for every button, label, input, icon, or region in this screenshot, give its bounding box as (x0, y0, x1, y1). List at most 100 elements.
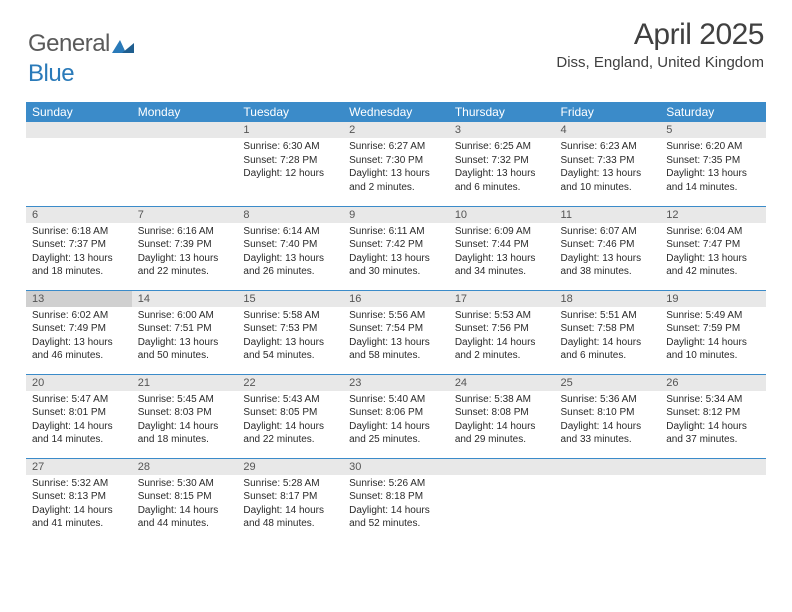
daylight-line: Daylight: 14 hours and 10 minutes. (666, 336, 760, 363)
sunrise-line: Sunrise: 6:11 AM (349, 225, 443, 239)
daylight-line: Daylight: 13 hours and 10 minutes. (561, 167, 655, 194)
day-number: 21 (132, 375, 238, 391)
sunrise-line: Sunrise: 5:38 AM (455, 393, 549, 407)
sunset-line: Sunset: 7:53 PM (243, 322, 337, 336)
daylight-line: Daylight: 14 hours and 33 minutes. (561, 420, 655, 447)
sunrise-line: Sunrise: 5:56 AM (349, 309, 443, 323)
daylight-line: Daylight: 13 hours and 26 minutes. (243, 252, 337, 279)
day-content: Sunrise: 5:53 AMSunset: 7:56 PMDaylight:… (449, 307, 555, 367)
day-header: Wednesday (343, 102, 449, 122)
calendar-cell: 11Sunrise: 6:07 AMSunset: 7:46 PMDayligh… (555, 206, 661, 290)
day-number: 6 (26, 207, 132, 223)
sunrise-line: Sunrise: 6:09 AM (455, 225, 549, 239)
day-number: 2 (343, 122, 449, 138)
calendar-cell (26, 122, 132, 206)
sunset-line: Sunset: 7:33 PM (561, 154, 655, 168)
daylight-line: Daylight: 14 hours and 52 minutes. (349, 504, 443, 531)
day-number: 27 (26, 459, 132, 475)
calendar-cell: 15Sunrise: 5:58 AMSunset: 7:53 PMDayligh… (237, 290, 343, 374)
sunrise-line: Sunrise: 6:16 AM (138, 225, 232, 239)
daylight-line: Daylight: 14 hours and 29 minutes. (455, 420, 549, 447)
day-number: 22 (237, 375, 343, 391)
day-header: Saturday (660, 102, 766, 122)
sunset-line: Sunset: 7:35 PM (666, 154, 760, 168)
day-number-empty (26, 122, 132, 138)
sunrise-line: Sunrise: 5:43 AM (243, 393, 337, 407)
day-content: Sunrise: 6:16 AMSunset: 7:39 PMDaylight:… (132, 223, 238, 283)
day-number: 17 (449, 291, 555, 307)
day-number: 14 (132, 291, 238, 307)
day-header: Thursday (449, 102, 555, 122)
sunrise-line: Sunrise: 5:26 AM (349, 477, 443, 491)
sunset-line: Sunset: 8:18 PM (349, 490, 443, 504)
sunset-line: Sunset: 7:59 PM (666, 322, 760, 336)
daylight-line: Daylight: 13 hours and 58 minutes. (349, 336, 443, 363)
calendar-week-row: 6Sunrise: 6:18 AMSunset: 7:37 PMDaylight… (26, 206, 766, 290)
day-content: Sunrise: 5:40 AMSunset: 8:06 PMDaylight:… (343, 391, 449, 451)
calendar-cell: 14Sunrise: 6:00 AMSunset: 7:51 PMDayligh… (132, 290, 238, 374)
day-number: 15 (237, 291, 343, 307)
sunset-line: Sunset: 7:42 PM (349, 238, 443, 252)
day-number: 23 (343, 375, 449, 391)
day-content: Sunrise: 6:09 AMSunset: 7:44 PMDaylight:… (449, 223, 555, 283)
calendar-cell: 5Sunrise: 6:20 AMSunset: 7:35 PMDaylight… (660, 122, 766, 206)
sunrise-line: Sunrise: 6:04 AM (666, 225, 760, 239)
sunrise-line: Sunrise: 5:34 AM (666, 393, 760, 407)
sunset-line: Sunset: 7:49 PM (32, 322, 126, 336)
calendar-week-row: 1Sunrise: 6:30 AMSunset: 7:28 PMDaylight… (26, 122, 766, 206)
sunset-line: Sunset: 7:37 PM (32, 238, 126, 252)
day-content-empty (449, 475, 555, 525)
sunset-line: Sunset: 8:05 PM (243, 406, 337, 420)
day-content: Sunrise: 6:14 AMSunset: 7:40 PMDaylight:… (237, 223, 343, 283)
location-text: Diss, England, United Kingdom (556, 54, 764, 71)
day-content: Sunrise: 5:34 AMSunset: 8:12 PMDaylight:… (660, 391, 766, 451)
day-content-empty (26, 138, 132, 188)
sunset-line: Sunset: 8:03 PM (138, 406, 232, 420)
day-content: Sunrise: 5:58 AMSunset: 7:53 PMDaylight:… (237, 307, 343, 367)
logo-triangle-icon (112, 32, 134, 60)
page-header: GeneralBlue April 2025 Diss, England, Un… (0, 0, 792, 96)
daylight-line: Daylight: 13 hours and 34 minutes. (455, 252, 549, 279)
sunrise-line: Sunrise: 5:28 AM (243, 477, 337, 491)
calendar-cell: 3Sunrise: 6:25 AMSunset: 7:32 PMDaylight… (449, 122, 555, 206)
calendar-cell: 30Sunrise: 5:26 AMSunset: 8:18 PMDayligh… (343, 458, 449, 542)
daylight-line: Daylight: 13 hours and 30 minutes. (349, 252, 443, 279)
calendar-cell (660, 458, 766, 542)
sunset-line: Sunset: 7:47 PM (666, 238, 760, 252)
day-number: 5 (660, 122, 766, 138)
sunrise-line: Sunrise: 6:27 AM (349, 140, 443, 154)
calendar-cell: 8Sunrise: 6:14 AMSunset: 7:40 PMDaylight… (237, 206, 343, 290)
calendar-cell: 4Sunrise: 6:23 AMSunset: 7:33 PMDaylight… (555, 122, 661, 206)
day-content: Sunrise: 6:11 AMSunset: 7:42 PMDaylight:… (343, 223, 449, 283)
day-header: Sunday (26, 102, 132, 122)
day-number: 29 (237, 459, 343, 475)
day-content: Sunrise: 5:47 AMSunset: 8:01 PMDaylight:… (26, 391, 132, 451)
day-number: 3 (449, 122, 555, 138)
sunset-line: Sunset: 8:17 PM (243, 490, 337, 504)
day-number: 24 (449, 375, 555, 391)
title-block: April 2025 Diss, England, United Kingdom (556, 18, 764, 71)
sunset-line: Sunset: 7:30 PM (349, 154, 443, 168)
day-content: Sunrise: 5:51 AMSunset: 7:58 PMDaylight:… (555, 307, 661, 367)
calendar-cell: 6Sunrise: 6:18 AMSunset: 7:37 PMDaylight… (26, 206, 132, 290)
sunrise-line: Sunrise: 6:25 AM (455, 140, 549, 154)
calendar-cell: 25Sunrise: 5:36 AMSunset: 8:10 PMDayligh… (555, 374, 661, 458)
day-number-empty (449, 459, 555, 475)
day-content: Sunrise: 5:56 AMSunset: 7:54 PMDaylight:… (343, 307, 449, 367)
sunrise-line: Sunrise: 5:40 AM (349, 393, 443, 407)
sunset-line: Sunset: 8:13 PM (32, 490, 126, 504)
calendar-week-row: 20Sunrise: 5:47 AMSunset: 8:01 PMDayligh… (26, 374, 766, 458)
daylight-line: Daylight: 14 hours and 41 minutes. (32, 504, 126, 531)
sunset-line: Sunset: 8:06 PM (349, 406, 443, 420)
sunset-line: Sunset: 7:44 PM (455, 238, 549, 252)
sunrise-line: Sunrise: 6:23 AM (561, 140, 655, 154)
day-content: Sunrise: 5:32 AMSunset: 8:13 PMDaylight:… (26, 475, 132, 535)
sunrise-line: Sunrise: 5:47 AM (32, 393, 126, 407)
calendar-cell: 13Sunrise: 6:02 AMSunset: 7:49 PMDayligh… (26, 290, 132, 374)
calendar-cell: 10Sunrise: 6:09 AMSunset: 7:44 PMDayligh… (449, 206, 555, 290)
day-content-empty (132, 138, 238, 188)
calendar-cell: 24Sunrise: 5:38 AMSunset: 8:08 PMDayligh… (449, 374, 555, 458)
sunrise-line: Sunrise: 6:14 AM (243, 225, 337, 239)
calendar-week-row: 13Sunrise: 6:02 AMSunset: 7:49 PMDayligh… (26, 290, 766, 374)
calendar-cell (449, 458, 555, 542)
